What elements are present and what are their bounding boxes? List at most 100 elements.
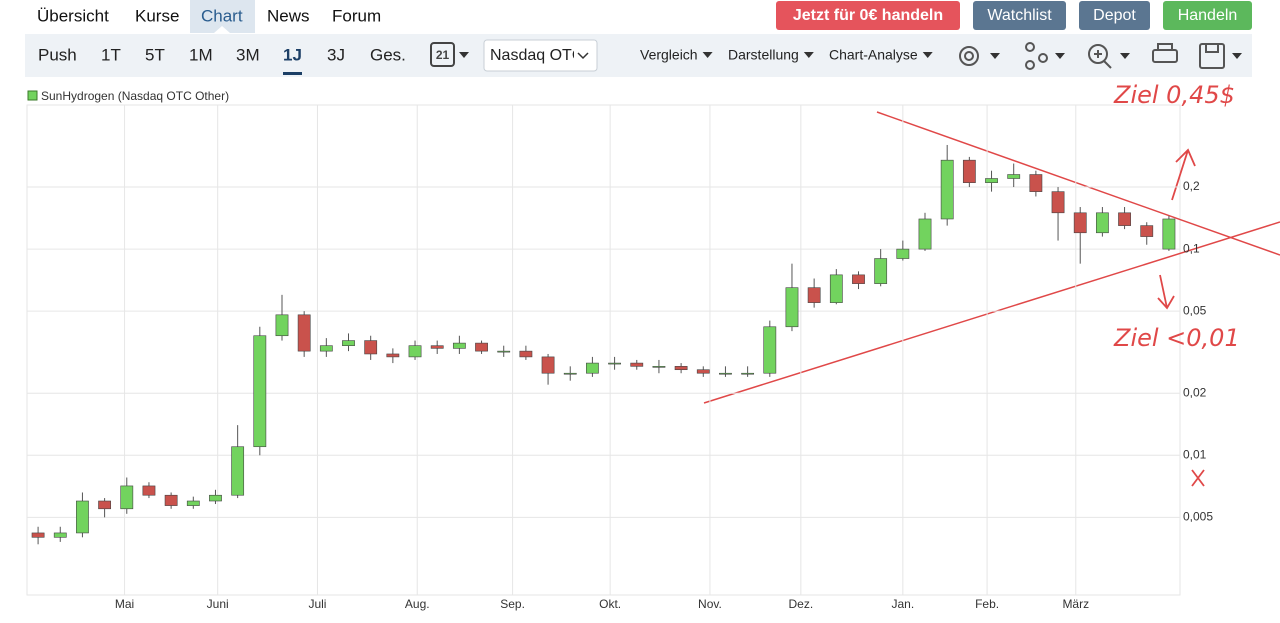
y-tick-label: 0,02 (1183, 385, 1207, 399)
period[interactable]: 3M (236, 45, 260, 64)
button[interactable] (973, 1, 1066, 30)
period[interactable]: 3J (327, 45, 345, 64)
candle-body (53, 532, 67, 538)
nav-tab[interactable]: Kurse (135, 6, 179, 25)
candle-body (608, 362, 621, 365)
tab-pointer (214, 26, 230, 33)
legend-label: SunHydrogen (Nasdaq OTC Other) (41, 89, 229, 103)
candle-body (586, 362, 599, 374)
exchange: Nasdaq OTC (490, 47, 583, 64)
legend-swatch (27, 90, 38, 101)
calendar-icon[interactable] (430, 42, 455, 67)
candle-body (1140, 225, 1154, 237)
toolbar-bg (25, 34, 1252, 77)
button[interactable] (776, 1, 960, 30)
candle-body (497, 350, 511, 353)
candle-body (186, 500, 200, 506)
x-tick-label: Dez. (788, 597, 813, 611)
candle-body (696, 369, 710, 374)
x-tick-label: Mai (115, 597, 134, 611)
plot-frame (26, 104, 1181, 596)
exchange-select[interactable] (483, 39, 598, 72)
menu-triangle (702, 52, 713, 58)
candle-body (1007, 174, 1021, 179)
candle-body (985, 178, 998, 183)
calendar-day: 21 (436, 48, 450, 62)
button-label: Handeln (1178, 7, 1238, 24)
candle-body (1162, 218, 1176, 250)
period[interactable]: 5T (145, 45, 165, 64)
menu-triangle (922, 52, 933, 58)
candle-body (164, 494, 178, 506)
candle-body (541, 356, 555, 374)
dropdown-triangle (459, 52, 469, 58)
trend-lines (703, 111, 1280, 404)
select-arrow (577, 52, 589, 60)
x-tick-label: Okt. (599, 597, 621, 611)
candle-body (785, 287, 799, 328)
candle-body (962, 159, 976, 183)
nav-tab[interactable]: Übersicht (37, 6, 109, 25)
button-label: Jetzt für 0€ handeln (793, 7, 943, 24)
candle-body (940, 159, 954, 220)
button[interactable] (1079, 1, 1150, 30)
menu[interactable]: Chart-Analyse (829, 47, 918, 63)
x-tick-label: März (1062, 597, 1089, 611)
annotation: Ziel <0,01 (1113, 324, 1240, 352)
candle-body (142, 485, 156, 496)
x-tick-label: Nov. (698, 597, 722, 611)
candle-body (209, 494, 222, 502)
period-underline (283, 72, 302, 75)
x-tick-label: Sep. (500, 597, 525, 611)
candle-body (297, 314, 311, 352)
candle-body (763, 326, 777, 374)
y-tick-label: 0,1 (1183, 241, 1200, 255)
menu[interactable]: Vergleich (640, 47, 698, 63)
candle-body (98, 500, 112, 510)
button-label: Watchlist (987, 7, 1052, 24)
candle-body (319, 345, 333, 352)
candle-body (452, 342, 466, 349)
candle-body (563, 372, 577, 375)
button-label: Depot (1093, 7, 1136, 24)
period[interactable]: 1J (283, 45, 302, 64)
nav-tab[interactable]: Chart (201, 6, 243, 25)
x-tick-label: Juli (308, 597, 326, 611)
candle-body (852, 274, 865, 284)
x-tick-label: Feb. (975, 597, 999, 611)
candle-body (430, 345, 444, 349)
y-tick-label: 0,005 (1183, 509, 1213, 523)
candle-body (475, 342, 488, 352)
menu-triangle (803, 52, 814, 58)
candle-body (896, 248, 910, 259)
candle-body (829, 274, 843, 303)
candle-body (807, 287, 821, 303)
candle-body (874, 258, 888, 284)
candle-body (275, 314, 289, 337)
candle-body (364, 340, 378, 355)
candle-body (1118, 212, 1131, 226)
nav-tab[interactable]: Forum (332, 6, 381, 25)
candle-body (31, 532, 45, 538)
x-tick-label: Jan. (891, 597, 914, 611)
candle-body (1073, 212, 1087, 234)
x-tick-label: Aug. (405, 597, 430, 611)
period[interactable]: Ges. (370, 45, 406, 64)
candle-body (652, 366, 666, 368)
tool-icons (959, 42, 1242, 70)
candle-body (674, 366, 688, 371)
candle-body (408, 345, 422, 358)
candle-body (741, 372, 755, 375)
candle-body (231, 446, 245, 496)
nav-tab[interactable]: News (267, 6, 310, 25)
menu[interactable]: Darstellung (728, 47, 799, 63)
candle-body (1095, 212, 1109, 234)
period[interactable]: 1M (189, 45, 213, 64)
annotation: Ziel 0,45$ (1113, 81, 1235, 109)
candle-body (918, 218, 932, 250)
button[interactable] (1163, 1, 1252, 30)
period[interactable]: Push (38, 45, 77, 64)
candle-body (120, 485, 134, 510)
period[interactable]: 1T (101, 45, 121, 64)
